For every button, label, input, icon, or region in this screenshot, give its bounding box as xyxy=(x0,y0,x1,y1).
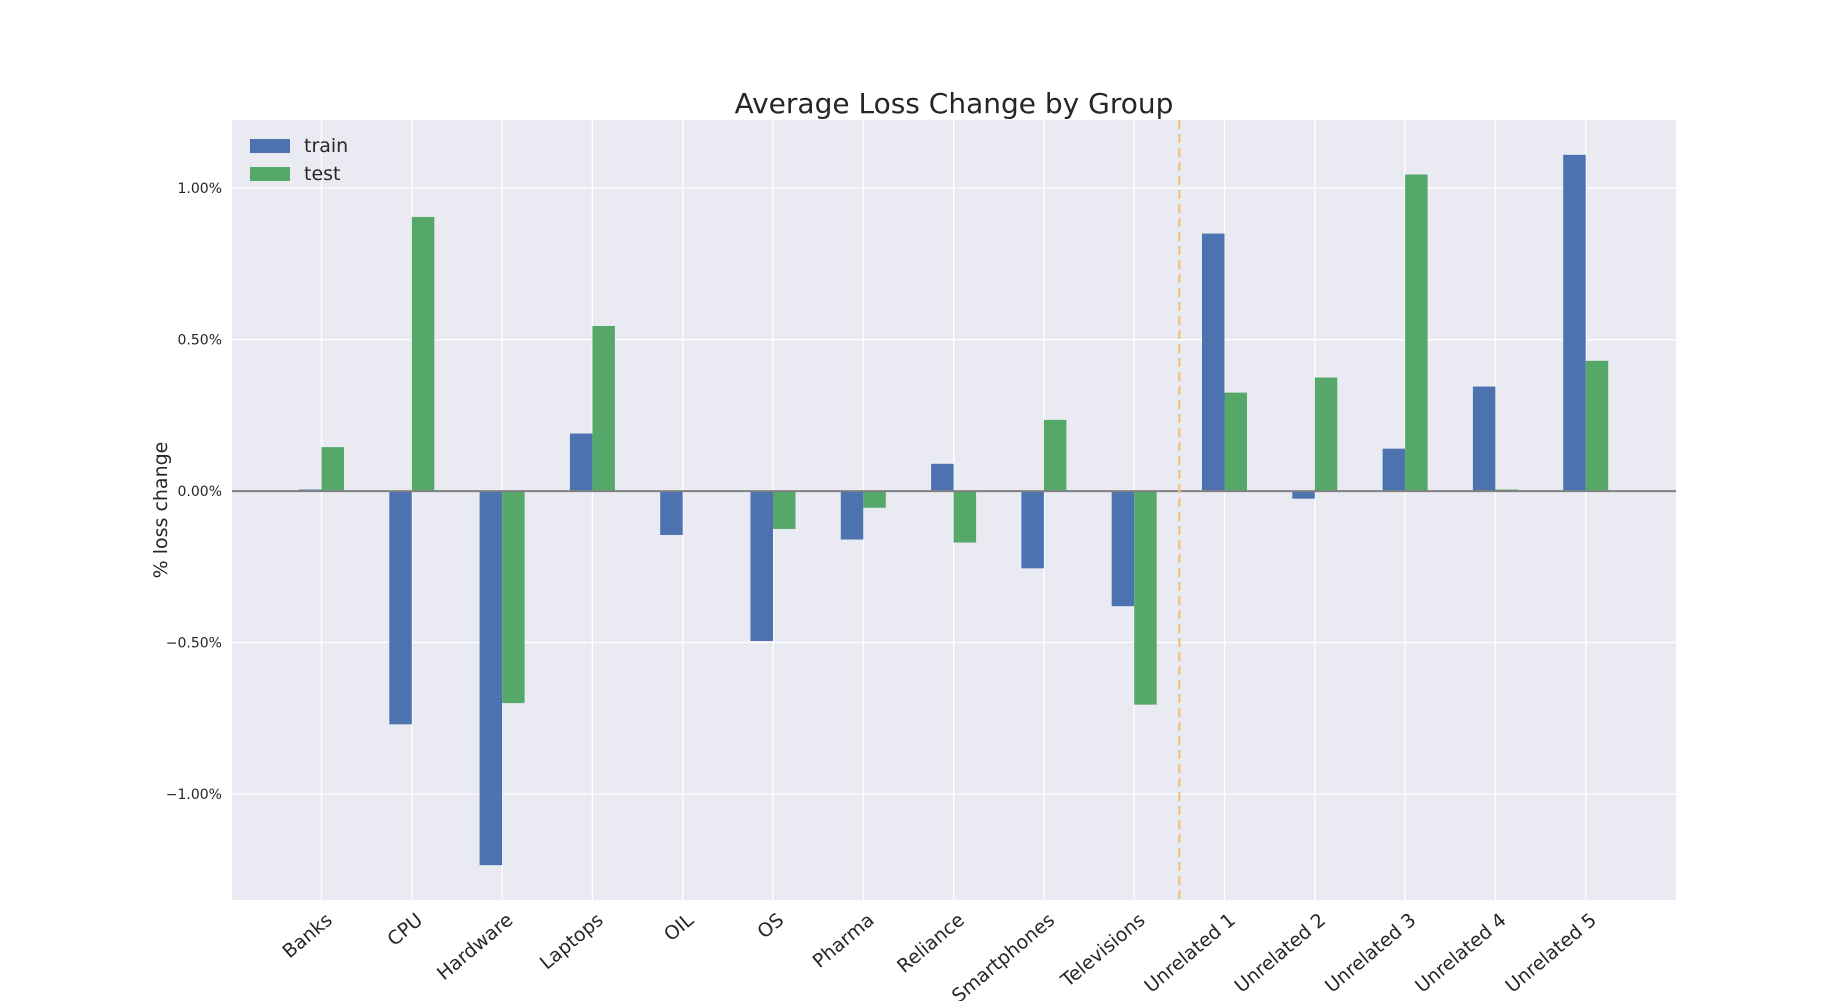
legend-label-test: test xyxy=(304,163,341,185)
bar-train-televisions xyxy=(1111,491,1135,607)
bar-test-unrelated-3 xyxy=(1405,174,1428,492)
bar-train-unrelated-2 xyxy=(1292,491,1315,499)
bar-test-unrelated-5 xyxy=(1585,360,1609,492)
bar-train-os xyxy=(750,491,773,642)
chart-title: Average Loss Change by Group xyxy=(735,87,1174,120)
x-tick-label: Pharma xyxy=(809,909,879,973)
bar-test-unrelated-1 xyxy=(1224,392,1247,492)
bar-train-unrelated-1 xyxy=(1202,233,1225,492)
x-tick-label: OIL xyxy=(660,909,698,946)
x-tick-label: Laptops xyxy=(536,909,608,974)
x-tick-label: CPU xyxy=(383,909,427,951)
y-tick-label: 1.00% xyxy=(178,181,222,197)
y-tick-label: −1.00% xyxy=(166,787,222,803)
bar-test-televisions xyxy=(1134,491,1157,705)
legend-swatch-test xyxy=(250,167,290,181)
y-tick-label: 0.00% xyxy=(178,484,222,500)
bar-train-hardware xyxy=(479,491,503,866)
x-tick-label: Hardware xyxy=(433,909,517,985)
x-tick-label: Unrelated 1 xyxy=(1140,909,1239,997)
bar-test-banks xyxy=(321,447,344,492)
bar-train-oil xyxy=(660,491,683,535)
x-tick-label: Unrelated 3 xyxy=(1321,909,1420,997)
x-tick-label: Unrelated 2 xyxy=(1231,909,1330,997)
bar-train-pharma xyxy=(840,491,864,540)
bar-test-laptops xyxy=(592,325,615,492)
bar-train-unrelated-5 xyxy=(1563,154,1586,492)
y-tick-label: −0.50% xyxy=(166,636,222,652)
x-tick-label: Unrelated 4 xyxy=(1411,909,1510,997)
bar-train-cpu xyxy=(389,491,412,725)
y-tick-label: 0.50% xyxy=(178,333,222,349)
x-tick-label: Banks xyxy=(278,909,336,963)
x-tick-label: OS xyxy=(753,909,788,943)
bar-test-reliance xyxy=(953,491,977,543)
y-axis-label: % loss change xyxy=(150,442,172,579)
bar-train-unrelated-4 xyxy=(1472,386,1496,492)
bar-test-pharma xyxy=(863,491,886,508)
bar-test-os xyxy=(773,491,796,529)
bar-test-hardware xyxy=(502,491,525,704)
x-tick-label: Televisions xyxy=(1056,909,1149,992)
legend-label-train: train xyxy=(304,135,348,157)
bar-test-smartphones xyxy=(1043,419,1067,492)
x-tick-label: Reliance xyxy=(893,909,969,978)
bar-test-unrelated-2 xyxy=(1314,377,1338,492)
bar-train-unrelated-3 xyxy=(1382,448,1406,492)
x-tick-label: Unrelated 5 xyxy=(1502,909,1601,997)
bar-train-laptops xyxy=(569,433,593,492)
legend-swatch-train xyxy=(250,139,290,153)
bar-train-reliance xyxy=(931,463,954,492)
bar-train-smartphones xyxy=(1021,491,1044,569)
bar-test-cpu xyxy=(411,216,435,492)
